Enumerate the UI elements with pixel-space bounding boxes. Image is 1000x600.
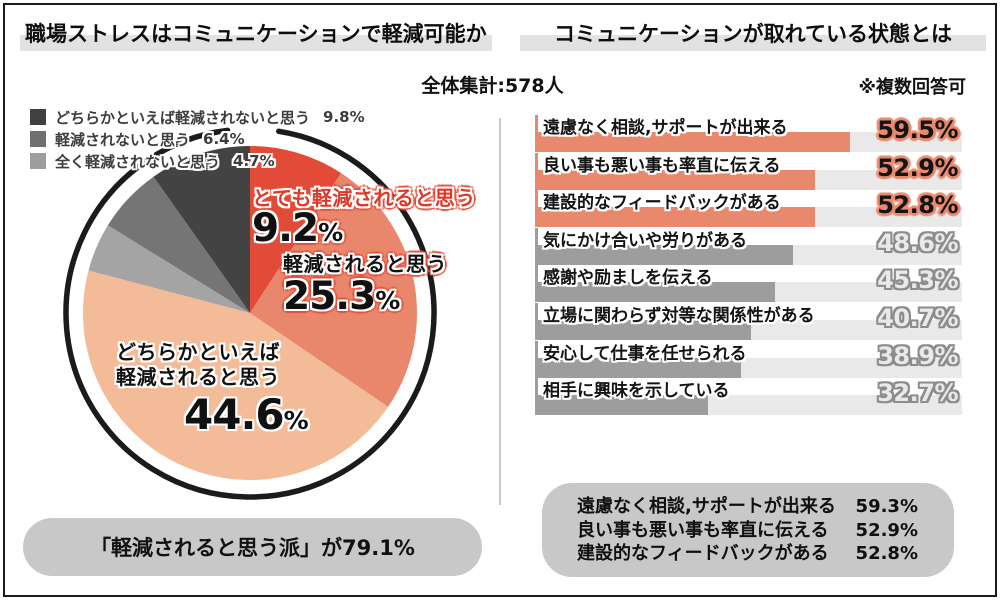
- bar-track: [535, 169, 962, 190]
- bar-track: [535, 282, 962, 303]
- bar-fill: [535, 357, 741, 378]
- bar-label: 建設的なフィードバックがある: [543, 193, 781, 214]
- bar-label: 安心して仕事を任せられる: [543, 343, 747, 364]
- bar-tick: [535, 152, 538, 172]
- bar-row: 気にかけ合いや労りがある 48.6%: [535, 227, 962, 265]
- summary-pct: 59.3%: [855, 496, 918, 517]
- bar-label: 相手に興味を示している: [543, 381, 730, 402]
- bar-track: [535, 132, 962, 152]
- bar-label: 遠慮なく相談,サポートが出来る: [543, 118, 788, 138]
- bar-track: [535, 244, 962, 265]
- bar-row: 遠慮なく相談,サポートが出来る 59.5%: [535, 114, 962, 152]
- bar-fill: [535, 244, 793, 265]
- pie-slice: [83, 270, 389, 480]
- bar-label: 良い事も悪い事も率直に伝える: [543, 155, 781, 176]
- summary-label: 建設的なフィードバックがある: [577, 543, 829, 564]
- bar-track: [535, 395, 962, 416]
- bar-fill: [535, 132, 850, 152]
- bar-summary-box: 遠慮なく相談,サポートが出来る 59.3% 良い事も悪い事も率直に伝える 52.9% 建…: [542, 483, 954, 577]
- bar-value: 40.7%: [877, 303, 958, 332]
- summary-label: 良い事も悪い事も率直に伝える: [577, 519, 829, 541]
- bar-track: [535, 319, 962, 340]
- bar-fill: [535, 319, 751, 340]
- bar-track: [535, 357, 962, 378]
- summary-row: 遠慮なく相談,サポートが出来る 59.3%: [577, 495, 918, 519]
- bar-row: 建設的なフィードバックがある 52.8%: [535, 189, 962, 228]
- legend-pct: 9.8%: [323, 108, 365, 126]
- pie-outer-arc: [63, 127, 437, 500]
- summary-row: 建設的なフィードバックがある 52.8%: [577, 542, 918, 566]
- bar-tick: [535, 190, 538, 210]
- bar-label: 立場に関わらず対等な関係性がある: [543, 305, 815, 326]
- bar-value: 48.6%: [877, 228, 958, 257]
- legend-swatch-icon: [30, 153, 46, 169]
- bar-tick: [535, 340, 538, 360]
- bar-row: 相手に興味を示している 32.7%: [535, 377, 962, 416]
- summary-pct: 52.9%: [855, 519, 918, 541]
- legend-item: どちらかといえば軽減されないと思う 9.8%: [30, 106, 365, 128]
- summary-pct: 52.8%: [855, 543, 918, 564]
- bar-chart: 遠慮なく相談,サポートが出来る 59.5% 良い事も悪い事も率直に伝える 52.9% 建…: [535, 114, 962, 416]
- pie-slice: [88, 225, 250, 313]
- bar-chart-title: コミュニケーションが取れている状態とは: [520, 18, 986, 51]
- total-respondents-label: 全体集計:578人: [421, 75, 564, 97]
- bar-value: 32.7%: [877, 379, 958, 408]
- pie-slice: [153, 146, 250, 313]
- bar-value: 52.9%: [877, 153, 958, 182]
- legend-label: 全く軽減されないと思う: [55, 152, 221, 171]
- pie-label-very-reduced: とても軽減されると思う 9.2%: [252, 182, 476, 251]
- legend-label: 軽減されないと思う: [55, 130, 191, 149]
- bar-track: [535, 207, 962, 228]
- pie-label-value: 9.2%: [252, 206, 344, 251]
- pie-label-reduced: 軽減されると思う 25.3%: [283, 248, 447, 319]
- pie-label-rather-reduced: どちらかといえば 軽減されると思う 44.6%: [116, 340, 309, 439]
- pie-slice: [250, 173, 418, 407]
- bar-tick: [535, 265, 538, 285]
- bar-row: 良い事も悪い事も率直に伝える 52.9%: [535, 152, 962, 190]
- bar-value: 38.9%: [877, 341, 958, 370]
- legend-pct: 4.7%: [233, 152, 275, 170]
- bar-fill: [535, 282, 775, 303]
- pie-label-text: とても軽減されると思う: [252, 186, 476, 210]
- bar-row: 立場に関わらず対等な関係性がある 40.7%: [535, 302, 962, 340]
- bar-fill: [535, 169, 815, 190]
- bar-value: 59.5%: [877, 116, 958, 144]
- legend-item: 軽減されないと思う 6.4%: [30, 128, 365, 150]
- bar-row: 感謝や励ましを伝える 45.3%: [535, 264, 962, 303]
- summary-row: 良い事も悪い事も率直に伝える 52.9%: [577, 519, 918, 543]
- bar-tick: [535, 302, 538, 322]
- bar-fill: [535, 395, 708, 416]
- bar-row: 安心して仕事を任せられる 38.9%: [535, 340, 962, 378]
- pie-label-text: どちらかといえば: [116, 340, 280, 364]
- bar-tick: [535, 378, 538, 398]
- bar-label: 感謝や励ましを伝える: [543, 268, 713, 289]
- pie-label-value: 44.6%: [184, 390, 309, 439]
- pie-slice: [107, 176, 251, 313]
- section-divider: [499, 118, 501, 505]
- legend-label: どちらかといえば軽減されないと思う: [55, 108, 311, 127]
- bar-fill: [535, 207, 815, 228]
- legend-item: 全く軽減されないと思う 4.7%: [30, 150, 365, 172]
- legend-swatch-icon: [30, 109, 46, 125]
- bar-value: 52.8%: [877, 191, 958, 220]
- multiple-answers-note: ※複数回答可: [858, 77, 967, 98]
- pie-label-text: 軽減されると思う: [283, 252, 447, 276]
- summary-label: 遠慮なく相談,サポートが出来る: [577, 496, 836, 517]
- bar-label: 気にかけ合いや労りがある: [543, 230, 747, 251]
- pie-chart-title: 職場ストレスはコミュニケーションで軽減可能か: [20, 18, 492, 51]
- pie-label-text: 軽減されると思う: [116, 365, 280, 389]
- pie-legend: どちらかといえば軽減されないと思う 9.8% 軽減されないと思う 6.4% 全く軽減され…: [30, 106, 365, 172]
- legend-pct: 6.4%: [203, 130, 245, 148]
- pie-label-value: 25.3%: [283, 274, 401, 319]
- legend-swatch-icon: [30, 131, 46, 147]
- bar-value: 45.3%: [877, 266, 958, 295]
- pie-slice: [250, 146, 342, 313]
- bar-tick: [535, 115, 538, 134]
- pie-summary-banner: 「軽減されると思う派」が79.1%: [23, 518, 482, 576]
- bar-tick: [535, 227, 538, 247]
